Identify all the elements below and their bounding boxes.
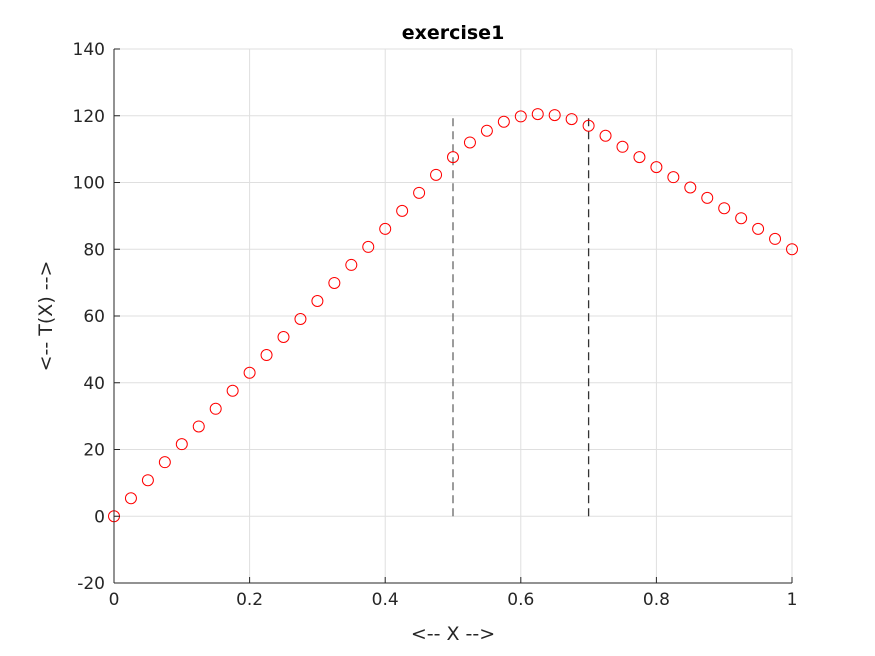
- data-point-31: [633, 151, 646, 164]
- y-tick-label-2: 20: [83, 441, 105, 461]
- data-point-7: [226, 384, 239, 397]
- data-point-38: [752, 222, 765, 235]
- y-ticks: -20 0 20 40 60 80 100 120 140: [73, 40, 120, 594]
- y-tick-label-5: 80: [83, 240, 105, 260]
- data-point-28: [582, 119, 595, 132]
- reference-lines: [452, 115, 590, 517]
- y-tick-label-8: 140: [73, 40, 105, 60]
- x-ticks: 0 0.2 0.4 0.6 0.8 1: [109, 577, 798, 610]
- data-point-20: [447, 151, 459, 164]
- data-point-37: [735, 212, 748, 225]
- y-tick-label-3: 40: [83, 374, 105, 394]
- chart-title: exercise1: [402, 22, 505, 44]
- data-point-10: [277, 331, 290, 344]
- y-tick-label-0: -20: [77, 574, 105, 594]
- x-tick-label-0: 0: [109, 590, 120, 610]
- data-point-17: [396, 204, 409, 217]
- data-point-1: [124, 492, 137, 505]
- data-point-12: [311, 294, 324, 307]
- y-tick-label-7: 120: [73, 107, 105, 127]
- data-point-21: [463, 136, 476, 149]
- data-point-23: [497, 115, 510, 128]
- y-tick-label-4: 60: [83, 307, 105, 327]
- y-tick-label-1: 0: [94, 507, 105, 527]
- data-point-2: [141, 474, 154, 487]
- data-point-25: [531, 108, 544, 121]
- data-point-24: [514, 110, 527, 123]
- data-point-33: [667, 171, 680, 184]
- x-axis-label: <-- X -->: [411, 623, 495, 645]
- data-point-29: [599, 129, 612, 142]
- data-point-19: [430, 168, 443, 181]
- data-point-8: [243, 366, 256, 379]
- data-point-6: [209, 402, 222, 415]
- data-point-35: [701, 191, 714, 204]
- data-point-3: [158, 456, 171, 469]
- data-series: [108, 108, 798, 523]
- data-point-11: [294, 313, 307, 326]
- data-point-9: [260, 349, 273, 362]
- data-point-14: [345, 258, 358, 271]
- data-point-30: [616, 140, 629, 153]
- data-point-22: [480, 124, 493, 137]
- x-tick-label-4: 0.8: [643, 590, 670, 610]
- data-point-5: [192, 420, 205, 433]
- x-tick-label-3: 0.6: [507, 590, 534, 610]
- data-point-18: [413, 186, 426, 199]
- data-point-32: [650, 161, 663, 174]
- y-axis-label: <-- T(X) -->: [35, 261, 57, 372]
- data-point-13: [328, 276, 341, 289]
- data-point-27: [565, 113, 578, 126]
- x-tick-label-5: 1: [787, 590, 798, 610]
- data-point-16: [379, 222, 392, 235]
- data-point-40: [786, 243, 798, 256]
- data-point-15: [362, 240, 375, 253]
- data-point-26: [548, 109, 561, 122]
- data-point-4: [175, 438, 188, 451]
- data-point-34: [684, 181, 697, 194]
- y-tick-label-6: 100: [73, 174, 105, 194]
- x-tick-label-2: 0.4: [372, 590, 399, 610]
- data-point-36: [718, 202, 731, 215]
- x-tick-label-1: 0.2: [236, 590, 263, 610]
- data-point-39: [769, 232, 782, 245]
